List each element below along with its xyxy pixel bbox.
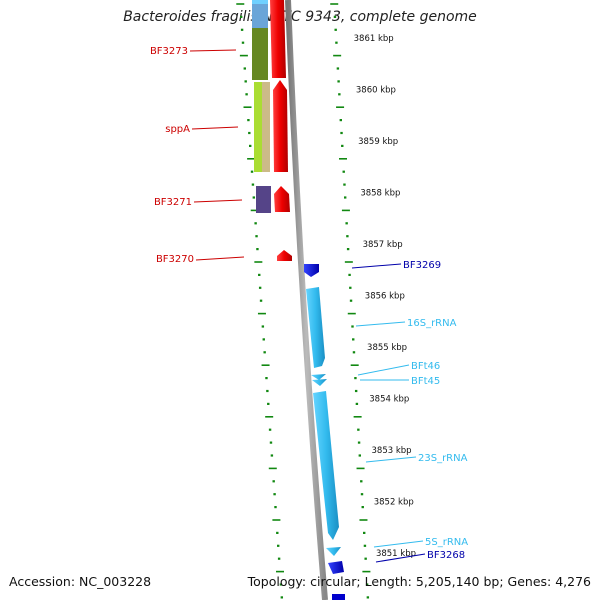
leader-line xyxy=(351,263,402,269)
gene-arrow-bf3271[interactable] xyxy=(274,186,290,212)
right-label-bf3268[interactable]: BF3268 xyxy=(375,550,465,563)
scale-label: 3851 kbp xyxy=(376,549,416,559)
leader-line xyxy=(355,321,406,327)
leader-line xyxy=(195,256,245,261)
gene-label: 16S_rRNA xyxy=(407,318,457,329)
genome-backbone xyxy=(285,0,328,600)
gene-arrow-bf3273[interactable] xyxy=(270,0,286,78)
scale-label: 3861 kbp xyxy=(354,34,394,44)
left-label-bf3271[interactable]: BF3271 xyxy=(154,197,243,208)
right-label-bft46[interactable]: BFt46 xyxy=(357,361,440,376)
gene-label: sppA xyxy=(165,124,190,135)
scale-label: 3858 kbp xyxy=(360,189,400,199)
right-gene-labels: BF3269 16S_rRNA BFt46 BFt45 23S_rRNA 5S_rRNA B… xyxy=(351,260,468,563)
feature-bf3271-block[interactable] xyxy=(256,186,271,213)
gene-label: BF3270 xyxy=(156,254,194,265)
right-label-16s-rrna[interactable]: 16S_rRNA xyxy=(355,318,457,329)
leader-line xyxy=(357,364,410,376)
leader-line xyxy=(191,126,239,130)
leader-line xyxy=(193,199,243,203)
scale-label: 3852 kbp xyxy=(374,498,414,508)
gene-label: 5S_rRNA xyxy=(425,537,468,548)
gene-label: BFt45 xyxy=(411,376,440,387)
right-label-bf3269[interactable]: BF3269 xyxy=(351,260,441,271)
rna-arrow-bft45[interactable] xyxy=(312,379,327,386)
gene-label: BF3273 xyxy=(150,46,188,57)
right-label-bft45[interactable]: BFt45 xyxy=(360,376,440,387)
left-gene-labels: BF3273 sppA BF3271 BF3270 xyxy=(150,46,245,265)
rna-arrow-16s[interactable] xyxy=(306,287,325,368)
rna-arrow-5s[interactable] xyxy=(326,547,341,556)
leader-line xyxy=(365,456,417,463)
scale-label: 3859 kbp xyxy=(358,137,398,147)
gene-label: BF3269 xyxy=(403,260,441,271)
red-gene-arrows xyxy=(270,0,292,261)
outer-ring-left xyxy=(236,3,285,599)
feature-bf3273-block[interactable] xyxy=(252,28,268,80)
outer-ring-right xyxy=(330,3,371,599)
gene-arrow-bf3268[interactable] xyxy=(328,561,344,574)
map-title: Bacteroides fragilis NCTC 9343, complete… xyxy=(123,9,477,25)
scale-label: 3860 kbp xyxy=(356,86,396,96)
gene-arrow-sppa[interactable] xyxy=(273,80,288,172)
right-label-23s-rrna[interactable]: 23S_rRNA xyxy=(365,453,468,464)
rna-arrow-bft46[interactable] xyxy=(311,374,326,380)
scale-label: 3857 kbp xyxy=(363,240,403,250)
gene-arrow-bf3269[interactable] xyxy=(304,264,319,277)
scale-label: 3855 kbp xyxy=(367,343,407,353)
leader-line xyxy=(375,553,426,563)
scale-label: 3853 kbp xyxy=(372,446,412,456)
feature-sppa-band[interactable] xyxy=(262,82,270,172)
gene-label: BF3268 xyxy=(427,550,465,561)
left-label-sppa[interactable]: sppA xyxy=(165,124,239,135)
scale-label: 3856 kbp xyxy=(365,292,405,302)
gene-arrow-bottom[interactable] xyxy=(332,594,345,600)
genome-summary-text: Topology: circular; Length: 5,205,140 bp… xyxy=(247,574,591,589)
rna-arrow-23s[interactable] xyxy=(313,391,339,540)
gene-arrow-top-cyan[interactable] xyxy=(252,0,268,4)
cyan-gene-arrows xyxy=(252,0,345,600)
gene-label: BF3271 xyxy=(154,197,192,208)
gene-arrow-bf3270[interactable] xyxy=(277,250,292,261)
gene-label: 23S_rRNA xyxy=(418,453,468,464)
leader-line xyxy=(373,540,424,548)
feature-bf3273-block-top[interactable] xyxy=(252,0,268,28)
left-label-bf3273[interactable]: BF3273 xyxy=(150,46,237,57)
left-strand-features xyxy=(252,0,271,213)
scale-tick-labels: 3861 kbp 3860 kbp 3859 kbp 3858 kbp 3857 kbp… xyxy=(354,34,416,559)
leader-line xyxy=(189,49,237,52)
right-label-5s-rrna[interactable]: 5S_rRNA xyxy=(373,537,468,548)
left-label-bf3270[interactable]: BF3270 xyxy=(156,254,245,265)
accession-text: Accession: NC_003228 xyxy=(9,574,152,589)
scale-label: 3854 kbp xyxy=(369,395,409,405)
gene-label: BFt46 xyxy=(411,361,440,372)
